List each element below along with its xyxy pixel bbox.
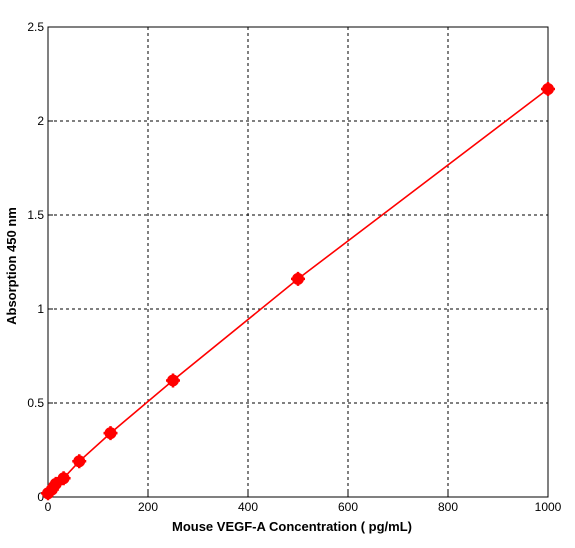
data-point-accent <box>103 426 118 441</box>
y-tick-label: 0.5 <box>27 396 44 410</box>
x-tick-label: 800 <box>438 500 458 514</box>
x-tick-label: 400 <box>238 500 258 514</box>
x-tick-label: 200 <box>138 500 158 514</box>
y-tick-label: 2.5 <box>27 20 44 34</box>
data-point-accent <box>291 271 305 286</box>
data-point-accent <box>56 471 71 486</box>
data-point-accent <box>48 476 63 491</box>
y-axis-title: Absorption 450 nm <box>4 207 19 325</box>
x-tick-label: 600 <box>338 500 358 514</box>
y-tick-label: 0 <box>37 490 44 504</box>
plot-area-frame <box>47 26 549 498</box>
data-point-accent <box>541 82 555 97</box>
gridlines <box>48 27 548 497</box>
y-tick-label: 1 <box>37 302 44 316</box>
data-point-accent <box>72 454 87 469</box>
data-series <box>41 82 555 501</box>
y-tick-label: 2 <box>37 114 44 128</box>
axis-ticks: 0 200 400 600 800 1000 0 0.5 1 1.5 2 2.5 <box>27 20 561 514</box>
x-tick-label: 1000 <box>535 500 562 514</box>
y-tick-label: 1.5 <box>27 208 44 222</box>
x-axis-title: Mouse VEGF-A Concentration ( pg/mL) <box>172 519 412 534</box>
data-point-accent <box>166 373 180 388</box>
x-tick-label: 0 <box>45 500 52 514</box>
